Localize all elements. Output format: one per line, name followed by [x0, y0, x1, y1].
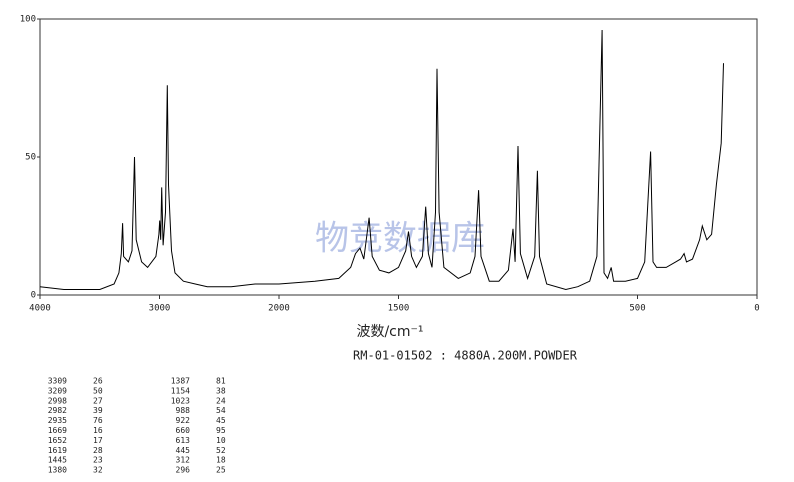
peak-intensity: 45 [216, 416, 226, 425]
peak-intensity: 24 [216, 396, 226, 405]
x-tick-label: 500 [629, 304, 645, 314]
y-tick-label: 50 [25, 153, 36, 163]
peak-intensity: 54 [216, 406, 226, 415]
peak-intensity: 18 [216, 456, 226, 465]
peak-wavenumber: 613 [176, 436, 191, 445]
x-axis-label: 波数/cm⁻¹ [356, 324, 423, 340]
peak-intensity: 17 [93, 436, 103, 445]
subtitle: RM-01-01502 : 4880A.200M.POWDER [353, 349, 578, 363]
peak-intensity: 32 [93, 466, 103, 475]
x-tick-label: 2000 [268, 304, 290, 314]
peak-wavenumber: 922 [176, 416, 191, 425]
peak-intensity: 81 [216, 377, 226, 386]
peak-intensity: 50 [93, 386, 103, 395]
peak-intensity: 52 [216, 446, 226, 455]
y-tick-label: 0 [31, 291, 36, 301]
peak-wavenumber: 1445 [48, 456, 67, 465]
peak-intensity: 76 [93, 416, 103, 425]
peak-wavenumber: 312 [176, 456, 191, 465]
y-tick-label: 100 [20, 15, 36, 25]
peak-wavenumber: 296 [176, 466, 191, 475]
peak-intensity: 39 [93, 406, 103, 415]
x-tick-label: 1500 [388, 304, 410, 314]
peak-intensity: 27 [93, 396, 103, 405]
peak-intensity: 16 [93, 426, 103, 435]
spectrum-line [39, 29, 724, 291]
watermark: 物竞数据库 [315, 219, 485, 259]
peak-wavenumber: 1669 [48, 426, 67, 435]
peak-wavenumber: 445 [176, 446, 191, 455]
peak-wavenumber: 2982 [48, 406, 67, 415]
peak-intensity: 25 [216, 466, 226, 475]
peak-intensity: 95 [216, 426, 226, 435]
peak-wavenumber: 1619 [48, 446, 67, 455]
peak-intensity: 26 [93, 377, 103, 386]
peak-wavenumber: 660 [176, 426, 191, 435]
peak-wavenumber: 2998 [48, 396, 67, 405]
peak-wavenumber: 3209 [48, 386, 67, 395]
peak-wavenumber: 1387 [171, 377, 190, 386]
peak-wavenumber: 1380 [48, 466, 67, 475]
peak-intensity: 23 [93, 456, 103, 465]
peak-wavenumber: 1652 [48, 436, 67, 445]
peak-intensity: 10 [216, 436, 226, 445]
peak-intensity: 38 [216, 386, 226, 395]
peak-wavenumber: 2935 [48, 416, 67, 425]
peak-wavenumber: 1154 [171, 386, 190, 395]
x-tick-label: 0 [754, 304, 759, 314]
x-tick-label: 4000 [29, 304, 51, 314]
peak-intensity: 28 [93, 446, 103, 455]
peak-wavenumber: 1023 [171, 396, 190, 405]
peak-wavenumber: 3309 [48, 377, 67, 386]
peak-wavenumber: 988 [176, 406, 191, 415]
x-tick-label: 3000 [149, 304, 171, 314]
